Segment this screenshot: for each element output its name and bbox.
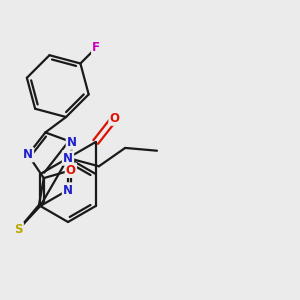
Text: N: N [63,184,73,196]
Text: N: N [63,152,73,164]
Text: O: O [66,164,76,177]
Text: S: S [14,223,23,236]
Text: F: F [92,41,100,54]
Text: O: O [110,112,119,124]
Text: N: N [67,136,77,148]
Text: N: N [23,148,33,161]
